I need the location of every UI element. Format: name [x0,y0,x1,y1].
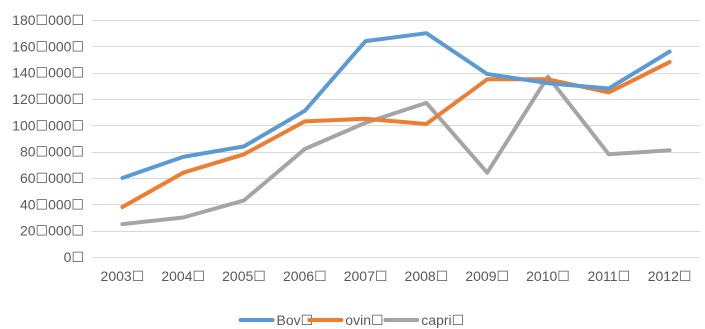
y-tick-label: 100☐000☐ [12,117,84,133]
x-tick-label: 2007☐ [344,268,388,284]
legend: Bov☐ ovin☐ capri☐ [238,312,464,328]
series-line-0 [120,31,672,180]
y-tick-label: 60☐000☐ [20,170,84,186]
x-axis-tick-labels: 2003☐ 2004☐ 2005☐ 2006☐ 2007☐ 2008☐ 2009☐ 2010☐… [101,268,692,284]
y-tick-label: 160☐000☐ [12,38,84,54]
gridlines [92,20,700,258]
x-tick-label: 2003☐ [101,268,145,284]
x-tick-label: 2012☐ [648,268,692,284]
y-axis-tick-labels: 0☐ 20☐000☐ 40☐000☐ 60☐000☐ 80☐000☐ 100☐000☐ 12… [12,12,84,265]
x-tick-label: 2005☐ [222,268,266,284]
legend-label-2: capri☐ [421,312,464,328]
y-tick-label: 80☐000☐ [20,144,84,160]
x-tick-label: 2006☐ [283,268,327,284]
series-line-2 [120,74,672,227]
x-tick-label: 2010☐ [526,268,570,284]
x-tick-label: 2008☐ [405,268,449,284]
y-tick-label: 20☐000☐ [20,223,84,239]
y-tick-label: 180☐000☐ [12,12,84,28]
x-tick-label: 2009☐ [465,268,509,284]
legend-label-0: Bov☐ [277,312,314,328]
y-tick-label: 120☐000☐ [12,91,84,107]
y-tick-label: 0☐ [64,249,84,265]
x-tick-label: 2004☐ [161,268,205,284]
series-line-1 [120,60,672,209]
x-tick-label: 2011☐ [587,268,630,284]
y-tick-label: 140☐000☐ [12,65,84,81]
legend-label-1: ovin☐ [345,312,383,328]
series-lines [120,31,672,227]
y-tick-label: 40☐000☐ [20,196,84,212]
